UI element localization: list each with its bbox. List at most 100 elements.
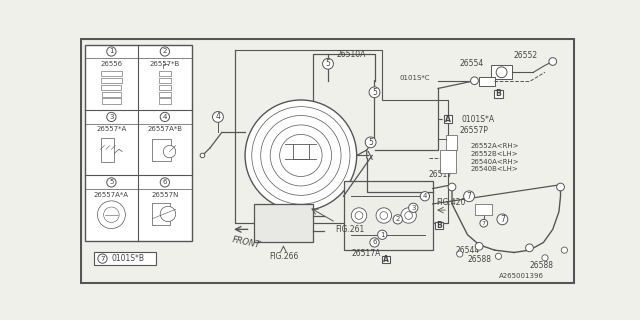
Text: 26552: 26552 bbox=[513, 51, 538, 60]
Circle shape bbox=[245, 100, 356, 211]
Circle shape bbox=[260, 216, 273, 228]
Circle shape bbox=[370, 238, 379, 247]
FancyBboxPatch shape bbox=[159, 99, 171, 104]
Text: 26588: 26588 bbox=[467, 255, 492, 264]
FancyBboxPatch shape bbox=[94, 252, 156, 265]
Text: 0101S*A: 0101S*A bbox=[461, 115, 495, 124]
FancyBboxPatch shape bbox=[440, 150, 456, 173]
Text: 3: 3 bbox=[109, 114, 114, 120]
FancyBboxPatch shape bbox=[254, 204, 312, 243]
Circle shape bbox=[404, 212, 412, 219]
Circle shape bbox=[476, 243, 483, 250]
Text: 5: 5 bbox=[109, 180, 113, 185]
Circle shape bbox=[355, 212, 363, 219]
Text: 26557A*A: 26557A*A bbox=[94, 192, 129, 198]
Circle shape bbox=[97, 201, 125, 228]
Text: 26552A<RH>: 26552A<RH> bbox=[470, 143, 519, 149]
Circle shape bbox=[393, 215, 403, 224]
Text: 5: 5 bbox=[326, 59, 330, 68]
Text: 7: 7 bbox=[482, 221, 486, 226]
Circle shape bbox=[107, 112, 116, 122]
FancyBboxPatch shape bbox=[491, 65, 513, 79]
Text: 7: 7 bbox=[467, 192, 472, 201]
Text: A265001396: A265001396 bbox=[499, 273, 544, 279]
FancyBboxPatch shape bbox=[102, 92, 121, 97]
FancyBboxPatch shape bbox=[101, 78, 122, 83]
Circle shape bbox=[98, 254, 107, 263]
FancyBboxPatch shape bbox=[159, 71, 171, 76]
FancyBboxPatch shape bbox=[435, 222, 443, 229]
Circle shape bbox=[525, 244, 533, 252]
Circle shape bbox=[480, 219, 488, 227]
Circle shape bbox=[561, 247, 568, 253]
Circle shape bbox=[160, 47, 170, 56]
Circle shape bbox=[463, 191, 474, 202]
Circle shape bbox=[200, 153, 205, 158]
Circle shape bbox=[376, 208, 392, 223]
Text: 4: 4 bbox=[163, 114, 167, 120]
Text: 5: 5 bbox=[368, 138, 373, 147]
FancyBboxPatch shape bbox=[479, 77, 495, 86]
FancyBboxPatch shape bbox=[494, 90, 503, 98]
Text: 26557*A: 26557*A bbox=[96, 126, 127, 132]
FancyBboxPatch shape bbox=[259, 212, 275, 233]
Circle shape bbox=[408, 203, 418, 212]
Text: 26540A<RH>: 26540A<RH> bbox=[470, 159, 519, 164]
Circle shape bbox=[470, 77, 478, 84]
Text: 7: 7 bbox=[500, 215, 505, 224]
Text: 26554: 26554 bbox=[460, 59, 483, 68]
Circle shape bbox=[212, 112, 223, 122]
FancyBboxPatch shape bbox=[100, 138, 115, 162]
Circle shape bbox=[496, 67, 507, 78]
Text: 26557P: 26557P bbox=[460, 126, 488, 135]
FancyBboxPatch shape bbox=[84, 44, 191, 241]
Text: FRONT: FRONT bbox=[232, 235, 262, 250]
Text: 7: 7 bbox=[100, 256, 105, 262]
Text: 5: 5 bbox=[372, 88, 377, 97]
Circle shape bbox=[401, 208, 417, 223]
Text: A: A bbox=[383, 255, 389, 264]
Circle shape bbox=[160, 178, 170, 187]
FancyBboxPatch shape bbox=[446, 135, 457, 150]
Text: 6: 6 bbox=[372, 239, 377, 245]
Text: 26552B<LH>: 26552B<LH> bbox=[470, 151, 518, 157]
FancyBboxPatch shape bbox=[282, 212, 298, 233]
Text: 26540B<LH>: 26540B<LH> bbox=[470, 166, 518, 172]
Circle shape bbox=[549, 58, 557, 65]
Text: 26557*B: 26557*B bbox=[150, 61, 180, 67]
Circle shape bbox=[448, 183, 456, 191]
FancyBboxPatch shape bbox=[382, 256, 390, 263]
Circle shape bbox=[160, 112, 170, 122]
Circle shape bbox=[557, 183, 564, 191]
Circle shape bbox=[104, 207, 119, 222]
Circle shape bbox=[107, 178, 116, 187]
Circle shape bbox=[365, 137, 376, 148]
Text: 26556: 26556 bbox=[100, 61, 122, 67]
Circle shape bbox=[542, 255, 548, 261]
Circle shape bbox=[420, 192, 429, 201]
Text: FIG.420: FIG.420 bbox=[436, 198, 466, 207]
FancyBboxPatch shape bbox=[102, 99, 121, 104]
FancyBboxPatch shape bbox=[344, 181, 433, 250]
Text: 0101S*B: 0101S*B bbox=[111, 254, 144, 263]
FancyBboxPatch shape bbox=[159, 84, 171, 90]
Text: 26557N: 26557N bbox=[151, 192, 179, 198]
Text: 3: 3 bbox=[411, 205, 415, 211]
Circle shape bbox=[378, 230, 387, 239]
Circle shape bbox=[323, 59, 333, 69]
Text: 26510A: 26510A bbox=[337, 50, 366, 59]
Text: 0101S*C: 0101S*C bbox=[400, 76, 430, 81]
Text: 4: 4 bbox=[422, 193, 427, 199]
Text: 2: 2 bbox=[396, 216, 400, 222]
Circle shape bbox=[107, 47, 116, 56]
Circle shape bbox=[284, 216, 296, 228]
FancyBboxPatch shape bbox=[159, 92, 171, 97]
Circle shape bbox=[497, 214, 508, 225]
Text: FIG.266: FIG.266 bbox=[269, 252, 298, 261]
FancyBboxPatch shape bbox=[101, 84, 122, 90]
Circle shape bbox=[380, 212, 388, 219]
Circle shape bbox=[495, 253, 502, 260]
Circle shape bbox=[351, 208, 367, 223]
Text: 2: 2 bbox=[163, 49, 167, 54]
Text: 26544: 26544 bbox=[456, 246, 480, 255]
